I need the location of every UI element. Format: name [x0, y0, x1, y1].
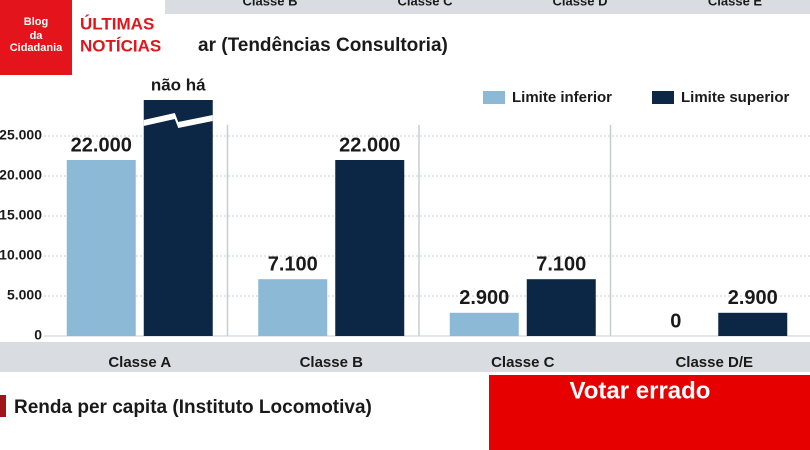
- value-label: 7.100: [536, 253, 586, 275]
- logo-text: Blog: [24, 16, 48, 28]
- value-label: 0: [670, 310, 681, 332]
- x-tick-label: Classe C: [491, 354, 555, 371]
- header-strip: [165, 0, 810, 14]
- logo-text: Cidadania: [10, 42, 63, 54]
- logo-text: da: [30, 30, 44, 42]
- logo-tag-bg: [72, 14, 165, 64]
- x-tick-label: Classe B: [300, 354, 364, 371]
- bar: [449, 312, 519, 336]
- chart-title: ar (Tendências Consultoria): [198, 35, 448, 56]
- logo-tag: NOTÍCIAS: [80, 36, 161, 55]
- banner[interactable]: [489, 375, 810, 450]
- value-label: não há: [151, 75, 206, 94]
- y-tick-label: 5.000: [7, 287, 42, 303]
- y-tick-label: 20.000: [0, 167, 42, 183]
- logo-tag: ÚLTIMAS: [80, 14, 154, 33]
- header-strip-label: Classe D: [553, 0, 608, 8]
- value-label: 7.100: [268, 253, 318, 275]
- value-label: 2.900: [728, 287, 778, 309]
- bar: [335, 160, 405, 336]
- y-tick-label: 15.000: [0, 207, 42, 223]
- legend-swatch: [483, 91, 505, 104]
- banner-text[interactable]: Votar errado: [570, 377, 711, 404]
- axis-break: [143, 113, 213, 128]
- bar: [258, 279, 328, 336]
- bar: [526, 279, 596, 336]
- plot: 0 5.000 10.000 15.000 20.000 25.000 Classe A 22…: [0, 75, 810, 371]
- bar: [66, 160, 136, 336]
- section-marker: [0, 395, 6, 417]
- header-strip-label: Classe B: [243, 0, 298, 8]
- bar: [718, 312, 788, 336]
- section-title: Renda per capita (Instituto Locomotiva): [14, 397, 372, 418]
- header-strip-label: Classe E: [708, 0, 763, 8]
- value-label: 22.000: [339, 134, 400, 156]
- value-label: 2.900: [459, 287, 509, 309]
- y-tick-label: 0: [34, 327, 42, 343]
- logo-box: [0, 0, 72, 75]
- category-band: [0, 342, 810, 372]
- y-tick-label: 25.000: [0, 127, 42, 143]
- value-label: 22.000: [71, 134, 132, 156]
- y-tick-label: 10.000: [0, 247, 42, 263]
- legend-label: Limite inferior: [512, 89, 612, 106]
- x-tick-label: Classe A: [108, 354, 171, 371]
- x-tick-label: Classe D/E: [675, 354, 753, 371]
- header-strip-label: Classe C: [398, 0, 454, 8]
- legend-label: Limite superior: [681, 89, 790, 106]
- bar: [143, 100, 213, 336]
- legend-swatch: [652, 91, 674, 104]
